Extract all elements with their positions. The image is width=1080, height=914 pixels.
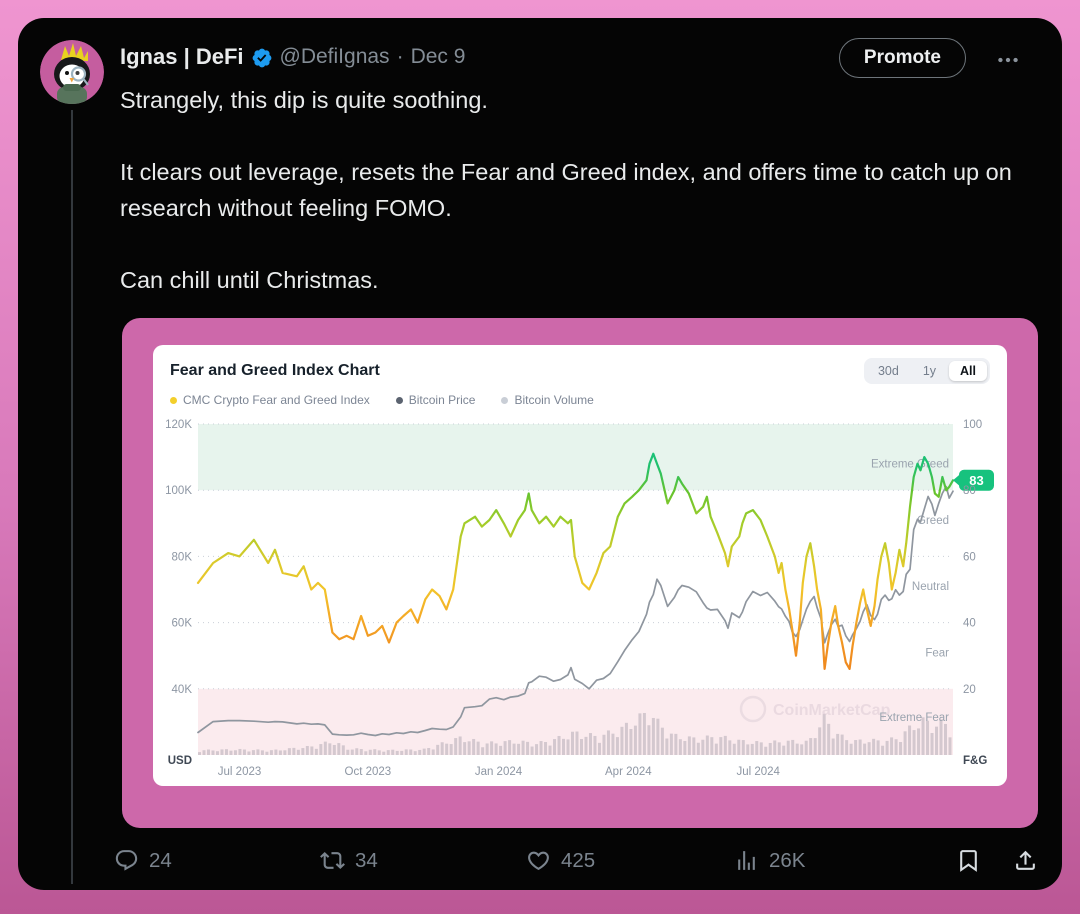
author-handle[interactable]: @DefiIgnas: [279, 45, 390, 68]
range-option-30d[interactable]: 30d: [877, 364, 899, 378]
date-tick-label: Oct 2023: [345, 766, 392, 778]
ellipsis-icon: [998, 57, 1018, 63]
chart-range-selector: 30d 1y All: [863, 358, 990, 384]
like-count: 425: [561, 848, 596, 872]
legend-item[interactable]: Bitcoin Price: [395, 393, 476, 407]
svg-text:CoinMarketCap: CoinMarketCap: [773, 702, 891, 719]
penguin-avatar-image: [40, 40, 104, 104]
usd-axis-label: USD: [168, 755, 192, 767]
zone-label: Fear: [925, 647, 949, 659]
chart-title: Fear and Greed Index Chart: [170, 362, 380, 379]
views-button[interactable]: 26K: [734, 848, 805, 873]
usd-tick-label: 100K: [165, 485, 192, 497]
author-name[interactable]: Ignas | DeFi: [120, 44, 244, 69]
tweet-header: Ignas | DeFi @DefiIgnas · Dec 9: [120, 44, 822, 70]
legend-item[interactable]: CMC Crypto Fear and Greed Index: [170, 393, 370, 407]
tweet-paragraph-2: It clears out leverage, resets the Fear …: [120, 159, 1012, 221]
fg-chart-plot: CoinMarketCap Extreme Greed Greed Neutral Fe…: [165, 419, 994, 778]
bookmark-icon: [960, 850, 977, 872]
like-button[interactable]: 425: [526, 848, 595, 873]
legend-label: Bitcoin Price: [408, 393, 476, 407]
views-icon: [738, 851, 755, 870]
legend-dot: [395, 396, 403, 404]
legend-dot: [501, 396, 509, 404]
tweet-body: Strangely, this dip is quite soothing. I…: [120, 82, 1020, 334]
legend-dot: [170, 396, 177, 404]
repost-button[interactable]: 34: [320, 848, 378, 873]
legend-label: Bitcoin Volume: [514, 393, 594, 407]
fg-tick-label: 40: [963, 618, 976, 630]
engagement-bar: 24 34 425 26K: [18, 848, 1062, 894]
fear-greed-chart-panel: Fear and Greed Index Chart 30d 1y All CMC …: [153, 345, 1007, 786]
views-count: 26K: [769, 848, 806, 872]
more-menu-button[interactable]: [992, 48, 1024, 72]
thread-connector-line: [71, 110, 73, 884]
reply-icon: [115, 850, 138, 871]
tweet-card: Ignas | DeFi @DefiIgnas · Dec 9 Promote …: [18, 18, 1062, 890]
btc-price-line: [197, 485, 954, 737]
reply-button[interactable]: 24: [114, 848, 172, 873]
watermark: CoinMarketCap: [739, 695, 891, 723]
date-tick-label: Jul 2023: [218, 766, 261, 778]
current-value-text: 83: [969, 473, 983, 488]
share-icon: [1016, 850, 1035, 870]
current-value-notch: [953, 474, 960, 487]
repost-icon: [320, 852, 345, 869]
fg-tick-label: 100: [963, 419, 982, 431]
repost-count: 34: [355, 848, 378, 872]
share-button[interactable]: [1013, 848, 1038, 873]
fg-index-line: [196, 452, 955, 670]
zone-label: Greed: [917, 515, 949, 527]
bookmark-button[interactable]: [956, 848, 981, 873]
reply-count: 24: [149, 848, 172, 872]
legend-item[interactable]: Bitcoin Volume: [501, 393, 594, 407]
date-tick-label: Jul 2024: [736, 766, 780, 778]
verified-badge-icon: [252, 48, 271, 68]
tweet-paragraph-1: Strangely, this dip is quite soothing.: [120, 87, 488, 113]
usd-tick-label: 60K: [172, 618, 193, 630]
chart-legend: CMC Crypto Fear and Greed Index Bitcoin P…: [153, 384, 1007, 407]
zone-band: [198, 424, 953, 491]
volume-bars: [198, 712, 952, 755]
tweet-media-attachment[interactable]: Fear and Greed Index Chart 30d 1y All CMC …: [122, 318, 1038, 828]
legend-label: CMC Crypto Fear and Greed Index: [183, 393, 370, 407]
zone-label: Extreme Greed: [871, 459, 949, 471]
zone-label: Extreme Fear: [879, 712, 949, 724]
header-separator: ·: [396, 45, 404, 68]
promote-button[interactable]: Promote: [838, 38, 966, 78]
avatar[interactable]: [40, 40, 104, 104]
tweet-date[interactable]: Dec 9: [410, 45, 466, 68]
date-tick-label: Apr 2024: [605, 766, 652, 778]
range-option-1y[interactable]: 1y: [922, 364, 937, 378]
fg-axis-label: F&G: [963, 755, 987, 767]
tweet-paragraph-3: Can chill until Christmas.: [120, 267, 379, 293]
like-icon: [528, 851, 549, 871]
fg-tick-label: 60: [963, 551, 976, 563]
zone-label: Neutral: [912, 581, 949, 593]
fg-tick-label: 80: [963, 485, 976, 497]
fg-tick-label: 20: [963, 684, 976, 696]
date-tick-label: Jan 2024: [475, 766, 523, 778]
usd-tick-label: 120K: [165, 419, 192, 431]
usd-tick-label: 80K: [172, 551, 193, 563]
current-value-badge: [959, 469, 994, 491]
range-option-all[interactable]: All: [949, 361, 987, 381]
usd-tick-label: 40K: [172, 684, 193, 696]
